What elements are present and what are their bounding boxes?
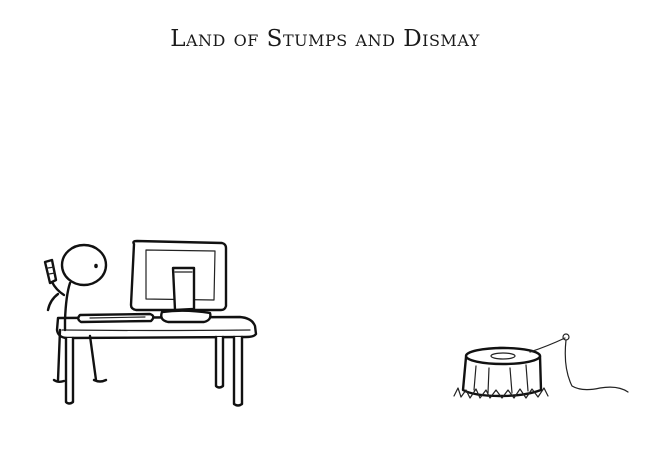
tree-stump <box>453 333 629 399</box>
computer-monitor <box>129 239 228 324</box>
stick-figure-person <box>43 243 108 383</box>
keyboard <box>77 312 155 324</box>
desk <box>55 315 258 407</box>
comic-title: Land of Stumps and Dismay <box>170 26 480 52</box>
